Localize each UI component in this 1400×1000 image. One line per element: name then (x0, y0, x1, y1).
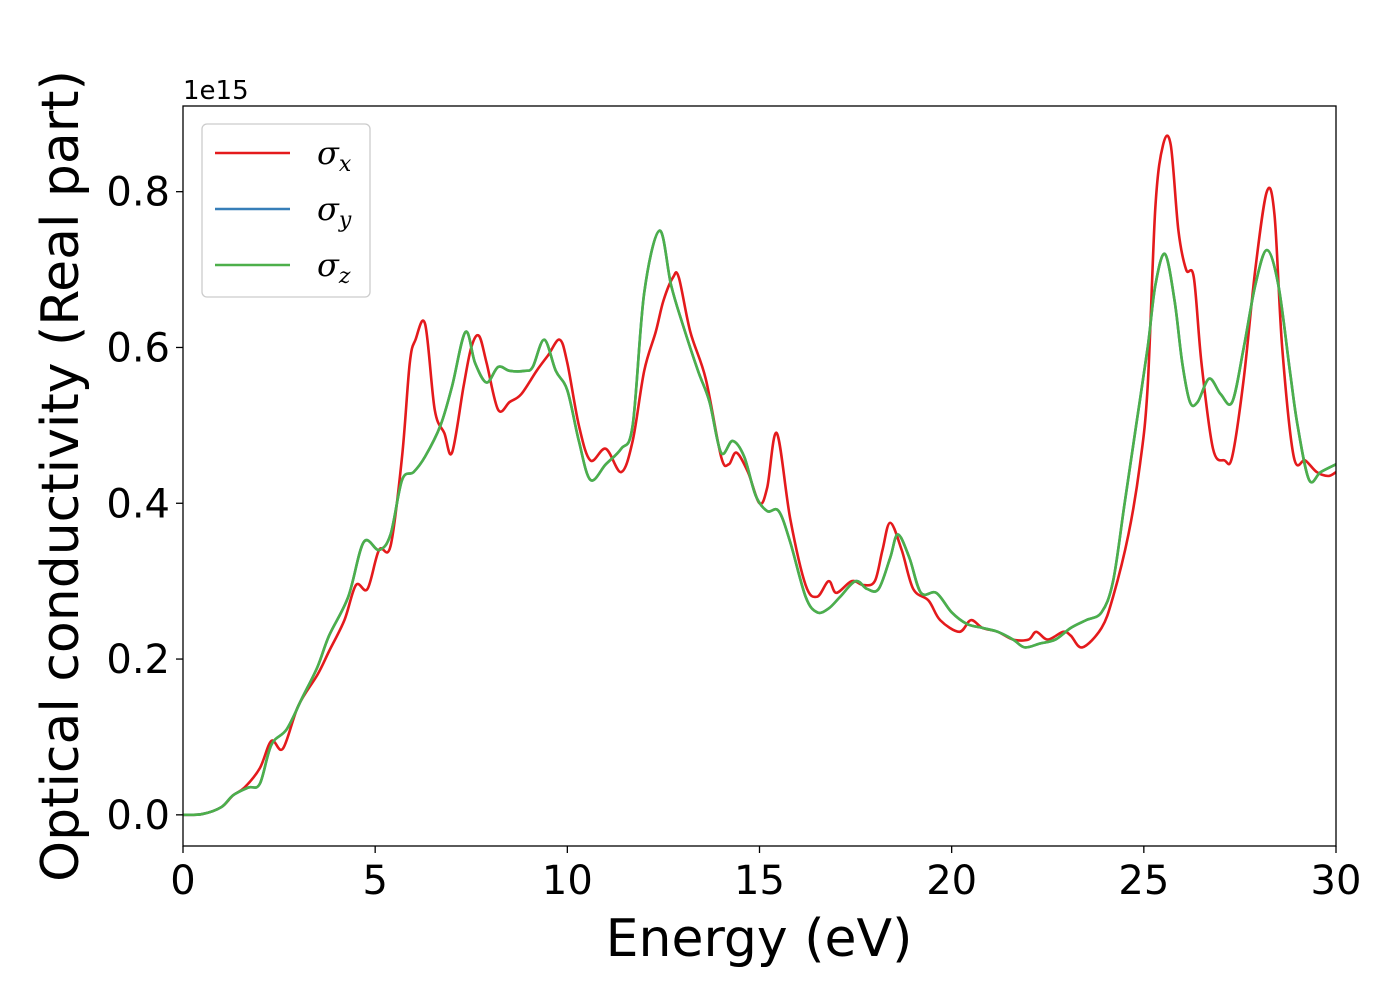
legend-label-z: σz (317, 246, 351, 289)
y-tick-label: 0.4 (106, 481, 170, 527)
x-axis-label: Energy (eV) (606, 909, 913, 969)
legend-box (201, 123, 371, 298)
series-line-y (183, 229, 1336, 817)
x-tick-label: 0 (170, 858, 195, 904)
legend-label-x: σx (317, 134, 352, 177)
x-tick-label: 15 (734, 858, 785, 904)
y-tick-label: 0.2 (106, 637, 170, 683)
x-tick-label: 5 (362, 858, 387, 904)
x-tick-label: 30 (1311, 858, 1362, 904)
x-tick-label: 25 (1118, 858, 1169, 904)
x-tick-label: 20 (926, 858, 977, 904)
series-layer (183, 134, 1336, 817)
y-tick-label: 0.8 (106, 170, 170, 216)
y-offset-label: 1e15 (183, 76, 249, 106)
y-axis-label: Optical conductivity (Real part) (31, 70, 91, 882)
x-axis: 0 5 10 15 20 25 30 (170, 846, 1361, 904)
y-tick-label: 0.6 (106, 325, 170, 371)
series-line-x (183, 134, 1336, 817)
legend-label-y: σy (317, 190, 352, 233)
x-tick-label: 10 (542, 858, 593, 904)
series-line-z (183, 229, 1336, 817)
legend: σx σy σz (201, 123, 371, 298)
y-axis: 0.0 0.2 0.4 0.6 0.8 (106, 170, 183, 839)
y-tick-label: 0.0 (106, 793, 170, 839)
